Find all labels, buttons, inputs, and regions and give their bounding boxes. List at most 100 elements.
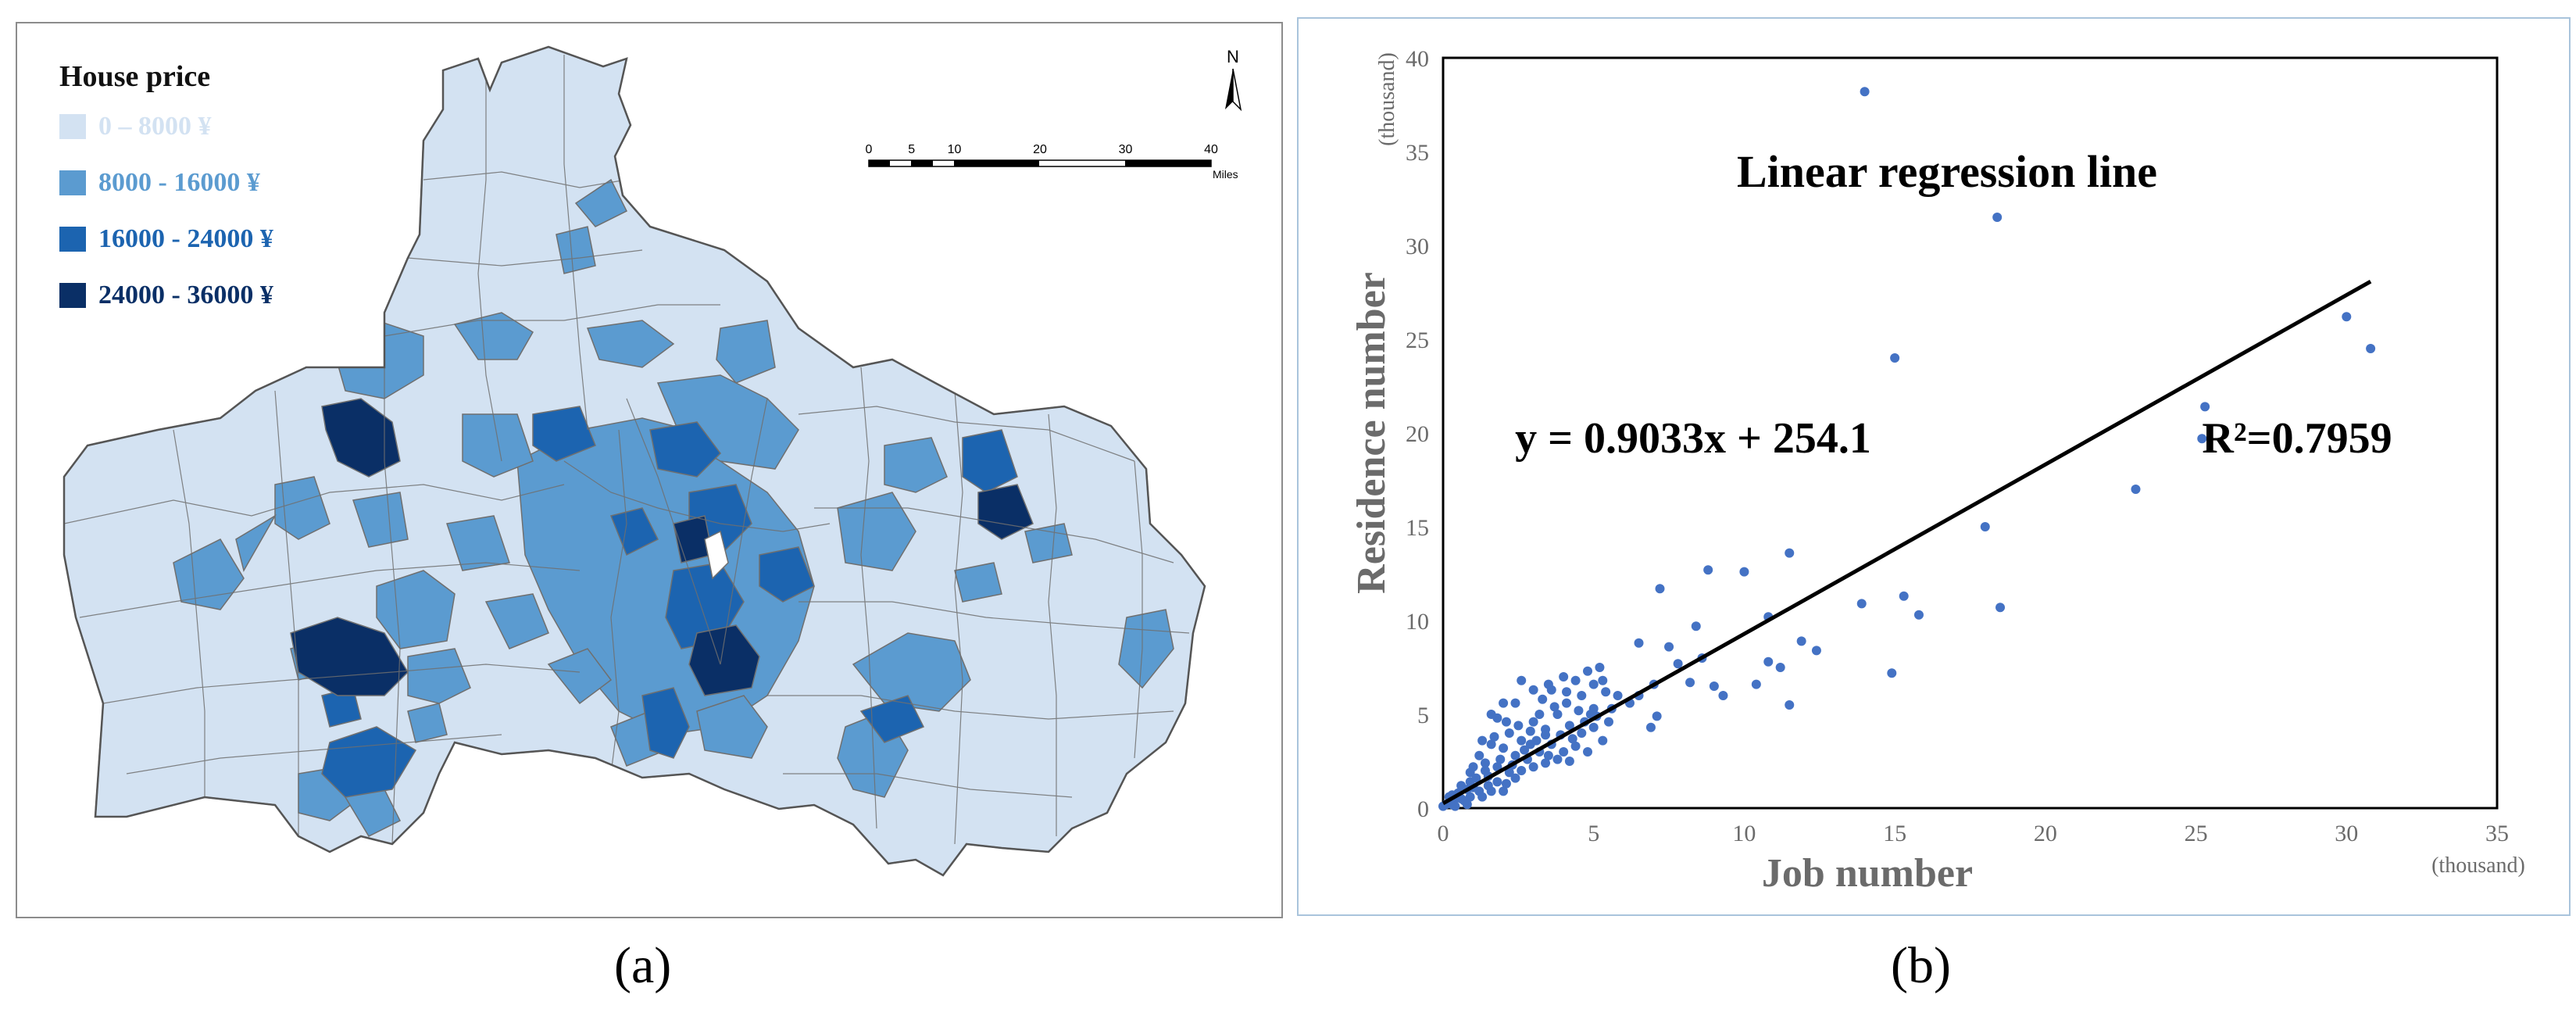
data-point bbox=[1552, 754, 1563, 764]
data-point bbox=[1709, 682, 1719, 691]
data-point bbox=[1913, 610, 1924, 620]
legend-label-1: 8000 - 16000 ¥ bbox=[98, 168, 260, 197]
data-point bbox=[1559, 747, 1569, 757]
data-point bbox=[1562, 698, 1572, 708]
data-point bbox=[1559, 672, 1569, 682]
data-point bbox=[1564, 757, 1574, 766]
x-tick-label: 30 bbox=[2335, 821, 2358, 846]
data-point bbox=[1570, 675, 1581, 685]
data-point bbox=[1655, 584, 1665, 594]
data-point bbox=[1691, 621, 1701, 631]
data-point bbox=[1486, 786, 1496, 796]
regression-line bbox=[1442, 280, 2372, 806]
data-point bbox=[2131, 485, 2141, 494]
scale-tick-2: 10 bbox=[948, 143, 962, 156]
data-point bbox=[1480, 758, 1490, 768]
caption-a: (a) bbox=[614, 937, 672, 994]
x-tick-label: 0 bbox=[1438, 821, 1449, 846]
data-point bbox=[1541, 730, 1551, 740]
data-point bbox=[1538, 694, 1548, 704]
caption-b: (b) bbox=[1891, 937, 1951, 994]
data-point bbox=[1477, 735, 1488, 746]
legend-title: House price bbox=[59, 60, 210, 93]
y-tick-label: 35 bbox=[1406, 140, 1429, 166]
x-tick-label: 20 bbox=[2034, 821, 2057, 846]
data-point bbox=[1499, 743, 1509, 753]
data-point bbox=[1525, 739, 1535, 749]
y-tick-label: 10 bbox=[1406, 609, 1429, 635]
scale-tick-0: 0 bbox=[866, 143, 873, 156]
y-axis-unit: (thousand) bbox=[1375, 52, 1399, 146]
data-point bbox=[1890, 353, 1900, 363]
x-tick-label: 10 bbox=[1732, 821, 1756, 846]
legend-label-2: 16000 - 24000 ¥ bbox=[98, 224, 273, 253]
scale-unit: Miles bbox=[1213, 168, 1238, 181]
data-point bbox=[1583, 747, 1593, 757]
data-point bbox=[1796, 636, 1806, 646]
data-point bbox=[1510, 698, 1520, 708]
legend-swatch-2 bbox=[59, 227, 86, 252]
y-tick-label: 40 bbox=[1406, 46, 1429, 72]
data-point bbox=[1486, 710, 1496, 719]
data-point bbox=[1785, 548, 1795, 558]
data-point bbox=[1703, 565, 1713, 575]
map-outline bbox=[63, 45, 1206, 877]
data-point bbox=[1499, 698, 1509, 708]
data-point bbox=[1664, 642, 1674, 652]
r-squared-label: R²=0.7959 bbox=[2202, 414, 2392, 463]
data-point bbox=[1462, 800, 1472, 810]
districts-16000-24000 bbox=[321, 406, 1018, 798]
data-point bbox=[1504, 767, 1514, 778]
data-point bbox=[1577, 691, 1587, 700]
y-tick-label: 30 bbox=[1406, 234, 1429, 259]
data-point bbox=[1673, 659, 1683, 669]
y-axis-label: Residence number bbox=[1349, 272, 1394, 594]
data-point bbox=[1645, 722, 1656, 732]
data-point bbox=[1562, 687, 1572, 697]
data-point bbox=[1739, 567, 1749, 577]
plot-area-border bbox=[1442, 56, 2499, 810]
y-tick-label: 5 bbox=[1417, 703, 1429, 728]
data-point bbox=[1501, 778, 1511, 789]
data-point bbox=[1685, 678, 1695, 688]
data-point bbox=[1860, 87, 1870, 97]
data-point bbox=[1595, 663, 1605, 672]
data-point bbox=[1513, 721, 1524, 731]
data-point bbox=[2366, 344, 2376, 353]
x-axis-unit: (thousand) bbox=[2431, 853, 2525, 878]
data-point bbox=[1501, 717, 1511, 727]
x-axis-label: Job number bbox=[1762, 851, 1973, 896]
data-point bbox=[1477, 792, 1488, 802]
data-point bbox=[1775, 663, 1785, 672]
data-point bbox=[1543, 750, 1553, 760]
x-tick-label: 5 bbox=[1588, 821, 1599, 846]
data-point bbox=[1811, 646, 1821, 656]
x-tick-label: 25 bbox=[2185, 821, 2208, 846]
data-point bbox=[1634, 638, 1644, 648]
data-point bbox=[1763, 656, 1774, 667]
district-boundaries bbox=[64, 55, 1190, 845]
legend-swatch-1 bbox=[59, 170, 86, 195]
data-point bbox=[1541, 758, 1551, 768]
data-point bbox=[2200, 402, 2210, 412]
data-point bbox=[1499, 786, 1509, 796]
data-point bbox=[1751, 679, 1761, 689]
north-arrow-icon: N bbox=[1225, 47, 1242, 112]
data-point bbox=[1528, 717, 1538, 727]
y-tick-label: 0 bbox=[1417, 796, 1429, 822]
data-point bbox=[1574, 706, 1584, 716]
data-point bbox=[1613, 691, 1623, 700]
data-point bbox=[1535, 710, 1545, 719]
map-legend: House price 0 – 8000 ¥ 8000 - 16000 ¥ 1600… bbox=[59, 60, 273, 309]
data-point bbox=[1992, 213, 2003, 222]
data-point bbox=[1567, 734, 1577, 744]
x-tick-label: 35 bbox=[2485, 821, 2509, 846]
data-point bbox=[1492, 777, 1502, 787]
data-point bbox=[1980, 522, 1990, 531]
data-point bbox=[1465, 767, 1475, 778]
districts-24000-36000 bbox=[290, 398, 1034, 696]
data-point bbox=[1549, 702, 1560, 712]
north-label: N bbox=[1227, 47, 1239, 66]
data-point bbox=[2197, 434, 2207, 444]
data-point bbox=[1489, 732, 1499, 742]
